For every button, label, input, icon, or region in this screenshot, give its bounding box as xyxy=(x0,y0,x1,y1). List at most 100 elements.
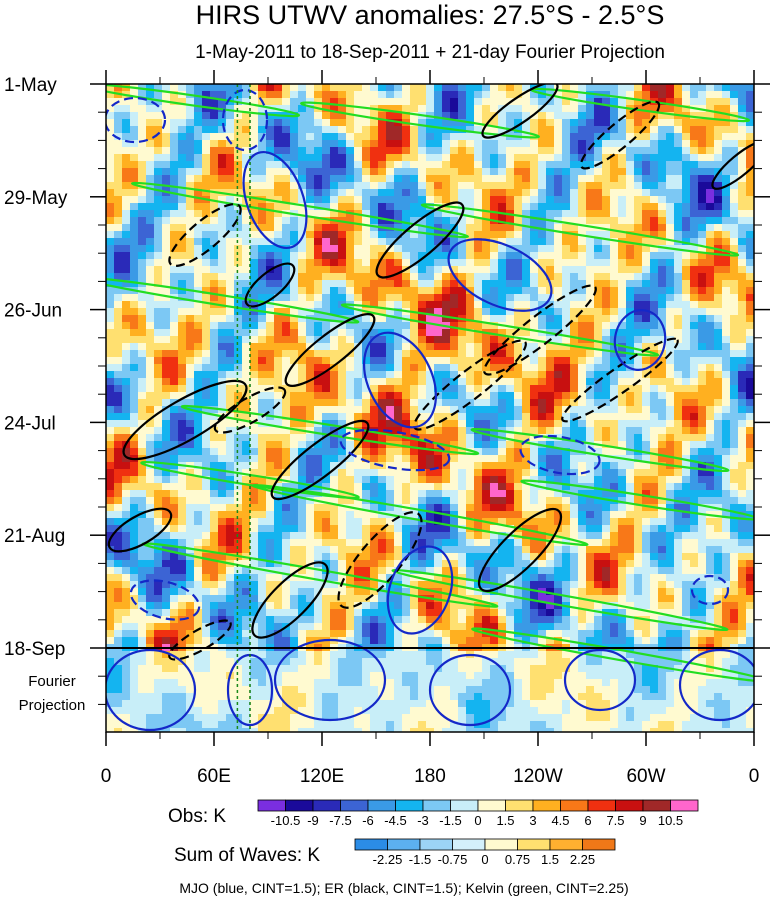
y-tick-label: 24-Jul xyxy=(4,413,56,434)
wave-contour xyxy=(107,507,173,553)
y-tick-label: 21-Aug xyxy=(4,526,65,547)
colorbar-swatch xyxy=(517,838,551,851)
wave-contour xyxy=(563,648,637,712)
wave-contour xyxy=(140,460,360,500)
y-tick-label: 1-May xyxy=(4,75,57,96)
wave-contour xyxy=(300,101,540,139)
colorbar-swatch xyxy=(395,799,424,812)
colorbar-level-label: -3 xyxy=(417,813,429,828)
colorbar-level-label: -2.25 xyxy=(373,852,403,867)
colorbar-level-label: -6 xyxy=(362,813,374,828)
colorbar-swatch xyxy=(582,838,616,851)
wave-contour xyxy=(130,181,470,239)
colorbar-level-label: 0.75 xyxy=(505,852,530,867)
chart-subtitle: 1-May-2011 to 18-Sep-2011 + 21-day Fouri… xyxy=(195,42,665,63)
wave-contour xyxy=(447,238,553,312)
wave-contour xyxy=(273,638,387,722)
colorbar-swatch xyxy=(340,799,369,812)
wave-contour xyxy=(520,479,754,521)
colorbar-level-label: 4.5 xyxy=(551,813,569,828)
wave-contour xyxy=(561,337,679,423)
wave-contour xyxy=(251,561,329,639)
colorbar-swatch xyxy=(484,838,518,851)
colorbar-level-label: 1.5 xyxy=(496,813,514,828)
x-tick-label: 60W xyxy=(626,766,665,787)
wave-contour xyxy=(168,203,242,267)
wave-contour xyxy=(428,653,512,727)
colorbar-swatch xyxy=(354,838,388,851)
wave-contour xyxy=(106,648,197,732)
obs-colorbar-title: Obs: K xyxy=(168,806,226,827)
wave-contour xyxy=(339,428,451,472)
y-tick-label: 18-Sep xyxy=(4,639,65,660)
x-axis: 0 60E 120E 180 120W 60W 0 xyxy=(101,70,760,787)
colorbar-swatch xyxy=(532,799,561,812)
wave-contour xyxy=(168,619,232,661)
colorbar-level-label: 9 xyxy=(639,813,646,828)
wave-contour xyxy=(106,276,360,324)
colorbar-swatch xyxy=(312,799,341,812)
wave-contour xyxy=(690,574,730,606)
wave-contour xyxy=(340,303,660,357)
wave-contour xyxy=(129,579,201,621)
colorbar-swatch xyxy=(419,838,453,851)
colorbar-level-label: -1.5 xyxy=(409,852,431,867)
colorbar-level-label: 0 xyxy=(481,852,488,867)
x-tick-label: 60E xyxy=(197,766,231,787)
wave-contour xyxy=(483,284,597,376)
wave-contour xyxy=(579,100,661,170)
waves-colorbar-title: Sum of Waves: K xyxy=(174,845,320,866)
colorbar-swatch xyxy=(587,799,616,812)
wave-contour xyxy=(242,150,308,250)
x-tick-label: 180 xyxy=(414,766,446,787)
colorbar-swatch xyxy=(367,799,396,812)
wave-contour xyxy=(711,140,754,190)
wave-contour xyxy=(106,84,301,118)
colorbar-level-label: 6 xyxy=(584,813,591,828)
colorbar-swatch xyxy=(477,799,506,812)
colorbar-level-label: -0.75 xyxy=(438,852,468,867)
anomaly-field xyxy=(106,84,754,732)
colorbar-swatch xyxy=(642,799,671,812)
projection-label-line2: Projection xyxy=(19,697,86,714)
wave-contours xyxy=(106,84,754,732)
colorbar-level-label: 1.5 xyxy=(541,852,559,867)
colorbar-level-label: -4.5 xyxy=(384,813,406,828)
wave-contour xyxy=(221,88,269,152)
colorbar-swatch xyxy=(387,838,421,851)
wave-contour xyxy=(106,96,167,144)
wave-contour xyxy=(477,507,563,593)
wave-contour xyxy=(244,262,296,308)
wave-contour xyxy=(122,379,248,461)
y-tick-label: 29-May xyxy=(4,188,68,209)
colorbar-level-label: -9 xyxy=(307,813,319,828)
colorbar-level-label: 10.5 xyxy=(658,813,683,828)
colorbar-swatch xyxy=(615,799,644,812)
colorbar-swatch xyxy=(257,799,286,812)
wave-contour xyxy=(363,331,437,429)
colorbar-swatch xyxy=(422,799,451,812)
reference-lines xyxy=(236,84,251,732)
wave-contour xyxy=(375,201,465,279)
colorbar-level-label: 2.25 xyxy=(570,852,595,867)
wave-contour xyxy=(420,203,740,257)
colorbar-level-label: -1.5 xyxy=(439,813,461,828)
x-tick-label: 120W xyxy=(513,766,563,787)
colorbar-swatch xyxy=(505,799,534,812)
x-tick-label: 0 xyxy=(749,766,760,787)
y-tick-label: 26-Jun xyxy=(4,301,62,322)
colorbar-level-label: 7.5 xyxy=(606,813,624,828)
projection-label-line1: Fourier xyxy=(28,673,76,690)
colorbar-swatch xyxy=(549,838,583,851)
colorbar-level-label: 3 xyxy=(529,813,536,828)
y-axis: 1-May 29-May 26-Jun 24-Jul 21-Aug 18-Sep xyxy=(4,75,770,705)
wave-contour xyxy=(613,309,667,371)
footer-caption: MJO (blue, CINT=1.5); ER (black, CINT=1.… xyxy=(179,880,628,896)
wave-contour xyxy=(284,313,376,387)
colorbar-swatch xyxy=(450,799,479,812)
waves-colorbar: -2.25 -1.5 -0.75 0 0.75 1.5 2.25 xyxy=(354,838,616,867)
wave-contour xyxy=(471,627,754,683)
wave-contour xyxy=(270,419,370,501)
colorbar-swatch xyxy=(670,799,699,812)
